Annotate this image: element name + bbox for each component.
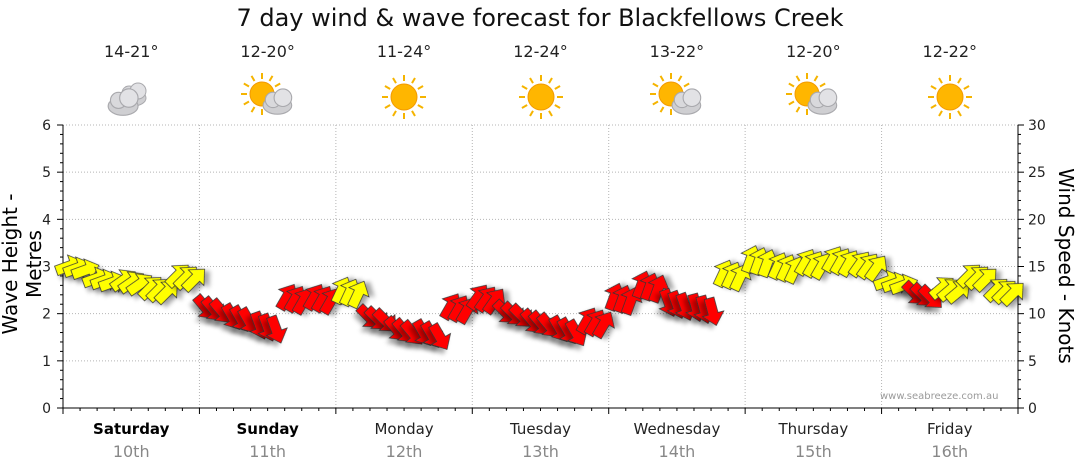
day-temperature: 13-22° [649, 42, 705, 61]
sun-icon [927, 75, 972, 119]
day-temperature: 14-21° [103, 42, 159, 61]
right-tick-label: 15 [1028, 260, 1046, 276]
day-name: Tuesday [509, 420, 572, 438]
sun-cloud-icon [649, 73, 702, 115]
sun-icon [518, 75, 563, 119]
right-tick-label: 30 [1028, 118, 1046, 134]
left-tick-label: 1 [42, 354, 51, 370]
day-temperature: 12-20° [786, 42, 841, 61]
left-tick-label: 2 [42, 307, 51, 323]
day-temperature: 12-24° [513, 42, 568, 61]
right-tick-label: 20 [1028, 212, 1046, 228]
right-tick-label: 5 [1028, 354, 1037, 370]
day-date: 16th [931, 442, 969, 461]
day-date: 13th [522, 442, 559, 461]
wind-arrow [428, 322, 452, 350]
sun-cloud-icon [240, 73, 292, 115]
day-date: 12th [385, 442, 423, 461]
wind-arrow [347, 280, 370, 310]
sun-icon [382, 75, 427, 119]
sun-cloud-icon [786, 73, 838, 115]
left-tick-label: 3 [42, 260, 51, 276]
day-temperature: 12-22° [922, 42, 978, 61]
day-temperature: 12-20° [240, 42, 295, 61]
wind-arrow [591, 311, 615, 340]
day-name: Saturday [93, 420, 170, 438]
wind-arrow [972, 268, 997, 294]
watermark: www.seabreeze.com.au [880, 391, 999, 402]
day-date: 11th [249, 442, 287, 461]
right-tick-label: 0 [1028, 401, 1037, 417]
left-tick-label: 6 [42, 118, 51, 134]
day-date: 10th [112, 442, 150, 461]
day-name: Friday [927, 420, 973, 438]
day-name: Sunday [236, 420, 299, 438]
wind-arrow [999, 282, 1024, 308]
left-tick-label: 4 [42, 212, 51, 228]
cloudy-icon [107, 82, 147, 116]
day-name: Wednesday [633, 420, 721, 438]
right-tick-label: 25 [1028, 165, 1046, 181]
chart-title: 7 day wind & wave forecast for Blackfell… [236, 4, 844, 32]
wind-arrow [265, 314, 288, 344]
day-date: 14th [658, 442, 696, 461]
day-name: Monday [374, 420, 434, 438]
wind-arrow [180, 268, 206, 294]
wind-arrow [863, 255, 888, 283]
wind-arrow [701, 296, 725, 326]
wind-arrow [647, 274, 670, 304]
day-name: Thursday [778, 420, 849, 438]
day-date: 15th [794, 442, 832, 461]
right-tick-label: 10 [1028, 307, 1046, 323]
left-tick-label: 5 [42, 165, 51, 181]
wind-arrow [481, 288, 506, 316]
day-temperature: 11-24° [376, 42, 432, 61]
left-tick-label: 0 [42, 401, 51, 417]
